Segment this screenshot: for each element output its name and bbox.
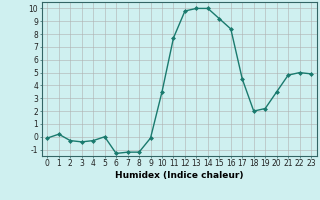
X-axis label: Humidex (Indice chaleur): Humidex (Indice chaleur) xyxy=(115,171,244,180)
